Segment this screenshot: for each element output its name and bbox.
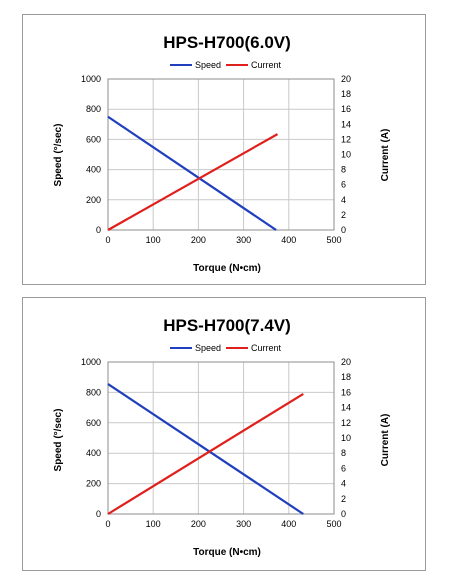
y2-axis-label: Current (A) bbox=[380, 414, 391, 467]
plot-frame bbox=[107, 78, 335, 231]
y2-tick-label: 16 bbox=[341, 104, 351, 114]
x-tick-label: 0 bbox=[105, 235, 110, 245]
plot-area: 0 100 200 300 400 500020040060080010000246810… bbox=[81, 357, 351, 529]
y-axis-label: Speed (°/sec) bbox=[53, 409, 64, 472]
x-axis-label: Torque (N•cm) bbox=[193, 547, 261, 558]
y-tick-label: 200 bbox=[86, 479, 101, 489]
x-tick-label: 400 bbox=[281, 519, 296, 529]
y2-tick-label: 2 bbox=[341, 494, 346, 504]
y2-tick-label: 10 bbox=[341, 150, 351, 160]
y-tick-label: 1000 bbox=[81, 74, 101, 84]
y2-tick-label: 16 bbox=[341, 387, 351, 397]
y-tick-label: 0 bbox=[96, 225, 101, 235]
series-line-current bbox=[107, 133, 279, 231]
y-axis-label: Speed (°/sec) bbox=[53, 124, 64, 187]
y2-tick-label: 18 bbox=[341, 89, 351, 99]
x-tick-label: 200 bbox=[191, 519, 206, 529]
y2-tick-label: 0 bbox=[341, 225, 346, 235]
y2-tick-label: 4 bbox=[341, 195, 346, 205]
legend-label-current: Current bbox=[251, 60, 282, 70]
y2-tick-label: 18 bbox=[341, 372, 351, 382]
plot-area: 0 100 200 300 400 500020040060080010000246810… bbox=[81, 74, 351, 245]
x-tick-label: 300 bbox=[236, 519, 251, 529]
chart-title: HPS-H700(7.4V) bbox=[163, 316, 291, 335]
x-tick-label: 200 bbox=[191, 235, 206, 245]
y2-tick-label: 14 bbox=[341, 403, 351, 413]
chart-svg: HPS-H700(6.0V) Speed Current 0 100 200 300 4… bbox=[53, 33, 391, 274]
y2-tick-label: 20 bbox=[341, 74, 351, 84]
y2-tick-label: 10 bbox=[341, 433, 351, 443]
series-line-current bbox=[107, 392, 304, 515]
chart-title: HPS-H700(6.0V) bbox=[163, 33, 291, 52]
x-tick-label: 300 bbox=[236, 235, 251, 245]
y2-tick-label: 0 bbox=[341, 509, 346, 519]
y2-tick-label: 12 bbox=[341, 418, 351, 428]
legend-label-current: Current bbox=[251, 343, 282, 353]
chart-svg: HPS-H700(7.4V) Speed Current 0 100 200 300 4… bbox=[53, 316, 391, 558]
y2-axis-label: Current (A) bbox=[380, 129, 391, 182]
plot-frame bbox=[107, 361, 335, 515]
y-tick-label: 200 bbox=[86, 195, 101, 205]
legend-label-speed: Speed bbox=[195, 60, 221, 70]
y-tick-label: 400 bbox=[86, 165, 101, 175]
y2-tick-label: 8 bbox=[341, 448, 346, 458]
series-line-speed bbox=[107, 115, 277, 231]
y-tick-label: 1000 bbox=[81, 357, 101, 367]
y2-tick-label: 20 bbox=[341, 357, 351, 367]
y-tick-label: 600 bbox=[86, 134, 101, 144]
y-tick-label: 400 bbox=[86, 448, 101, 458]
y-tick-label: 0 bbox=[96, 509, 101, 519]
y-tick-label: 800 bbox=[86, 387, 101, 397]
y2-tick-label: 14 bbox=[341, 119, 351, 129]
y2-tick-label: 12 bbox=[341, 134, 351, 144]
y2-tick-label: 8 bbox=[341, 165, 346, 175]
chart-panel-7v4: HPS-H700(7.4V) Speed Current 0 100 200 300 4… bbox=[22, 297, 426, 571]
y2-tick-label: 2 bbox=[341, 210, 346, 220]
x-tick-label: 500 bbox=[326, 519, 341, 529]
x-tick-label: 400 bbox=[281, 235, 296, 245]
series-line-speed bbox=[107, 383, 304, 515]
x-tick-label: 0 bbox=[105, 519, 110, 529]
x-tick-label: 100 bbox=[146, 519, 161, 529]
y-tick-label: 800 bbox=[86, 104, 101, 114]
x-tick-label: 500 bbox=[326, 235, 341, 245]
y-tick-label: 600 bbox=[86, 418, 101, 428]
chart-panel-6v: HPS-H700(6.0V) Speed Current 0 100 200 300 4… bbox=[22, 14, 426, 285]
x-axis-label: Torque (N•cm) bbox=[193, 263, 261, 274]
y2-tick-label: 4 bbox=[341, 479, 346, 489]
y2-tick-label: 6 bbox=[341, 463, 346, 473]
legend-label-speed: Speed bbox=[195, 343, 221, 353]
x-tick-label: 100 bbox=[146, 235, 161, 245]
y2-tick-label: 6 bbox=[341, 180, 346, 190]
